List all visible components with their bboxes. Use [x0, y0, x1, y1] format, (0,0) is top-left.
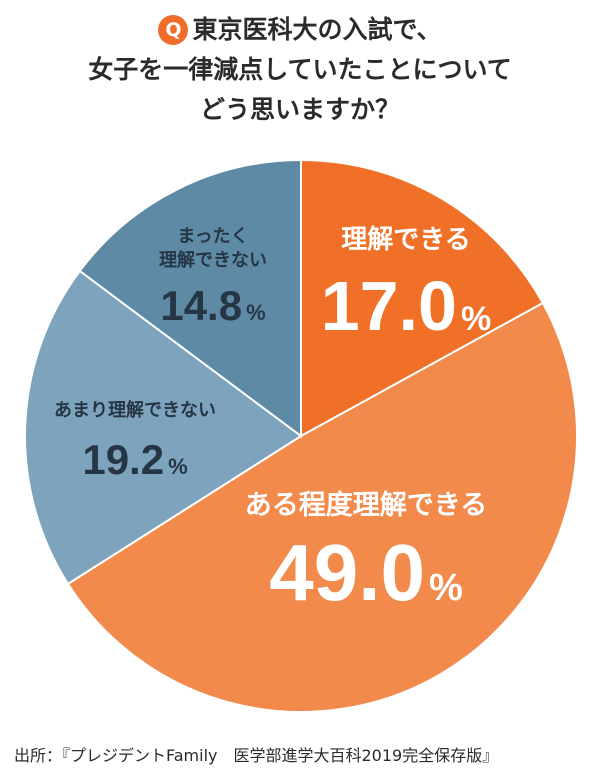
- question-text-3: どう思いますか？: [199, 95, 400, 124]
- slice-label-group-1: 理解できる 17.0%: [321, 225, 491, 345]
- question-header: Q 東京医科大の入試で、 女子を一律減点していたことについて どう思いますか？: [0, 10, 600, 130]
- slice-value-label: 17.0%: [321, 267, 491, 345]
- slice-category-label: 理解できない: [159, 249, 267, 271]
- slice-label-group-2: ある程度理解できる 49.0%: [245, 489, 487, 617]
- pie-slice-3: [24, 269, 303, 586]
- slice-value-label: 14.8%: [160, 282, 265, 329]
- slice-category-label: ある程度理解できる: [245, 489, 487, 521]
- question-line-1: Q 東京医科大の入試で、: [0, 10, 600, 50]
- source-note: 出所：『プレジデントFamily 医学部進学大百科2019完全保存版』: [14, 746, 499, 765]
- pie-slice-1: [300, 158, 545, 438]
- slice-category-label: 理解できる: [341, 225, 470, 255]
- question-text-2: 女子を一律減点していたことについて: [88, 55, 512, 84]
- slice-value-label: 49.0%: [269, 528, 463, 617]
- pie-slice-2: [66, 301, 578, 713]
- slice-label-group-3: あまり理解できない 19.2%: [54, 399, 216, 483]
- q-badge-icon: Q: [158, 15, 189, 45]
- slice-value-label: 19.2%: [82, 436, 187, 483]
- question-text-1: 東京医科大の入試で、: [192, 15, 442, 44]
- slice-category-label: まったく: [177, 226, 248, 247]
- pie-slice-4: [78, 158, 302, 438]
- slice-category-label: あまり理解できない: [54, 399, 216, 421]
